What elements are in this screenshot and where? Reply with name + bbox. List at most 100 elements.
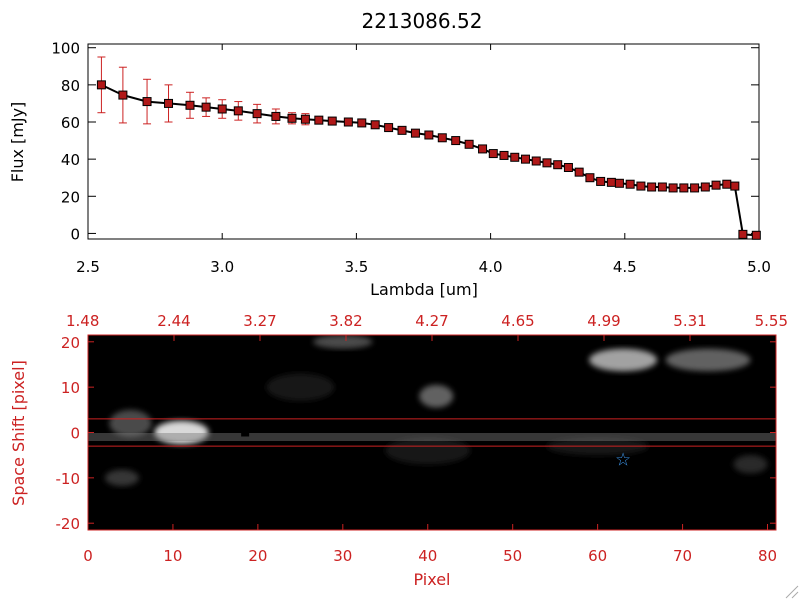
spectral-trace	[88, 433, 776, 441]
x-tick-label: 30	[333, 547, 352, 565]
extraction-band-lines	[88, 418, 776, 447]
data-point-marker	[217, 104, 227, 114]
top-tick-label: 3.27	[243, 312, 276, 330]
image-x-ticks: 0 10 20 30 40 50 60 70 80	[83, 524, 777, 565]
top-tick-label: 1.48	[66, 312, 99, 330]
data-point-marker	[164, 98, 174, 108]
data-point-marker	[722, 179, 732, 189]
image-blob	[419, 384, 454, 408]
data-point-marker	[424, 130, 434, 140]
y-tick-label: 20	[61, 188, 80, 206]
data-point-marker	[397, 125, 407, 135]
image-blob	[266, 373, 335, 401]
top-tick-label: 5.31	[673, 312, 706, 330]
data-point-marker	[185, 100, 195, 110]
data-point-marker	[730, 181, 740, 191]
data-point-marker	[542, 158, 552, 168]
spectrum-line	[100, 83, 757, 237]
data-point-marker	[118, 90, 128, 100]
data-point-marker	[300, 114, 310, 124]
x-tick-label: 50	[503, 547, 522, 565]
top-tick-label: 2.44	[157, 312, 190, 330]
image-y-ticks: -20 -10 0 10 20	[56, 334, 776, 533]
data-point-marker	[370, 120, 380, 130]
data-point-marker	[520, 154, 530, 164]
top-tick-label: 3.82	[329, 312, 362, 330]
data-point-marker	[314, 115, 324, 125]
data-point-marker	[738, 229, 748, 239]
data-point-marker	[510, 152, 520, 162]
spectrum-plot-frame	[87, 43, 760, 240]
data-point-marker	[700, 182, 710, 192]
data-point-marker	[327, 116, 337, 126]
data-point-marker	[357, 118, 367, 128]
data-point-marker	[668, 183, 678, 193]
resize-grip-icon[interactable]	[785, 585, 799, 599]
data-point-marker	[437, 133, 447, 143]
spectrum-panel: 2213086.52 2.5 3.0 3.5 4.0 4.5 5.0 0 20 40 60 80 1…	[8, 9, 771, 299]
x-tick-label: 2.5	[76, 258, 100, 276]
data-point-marker	[679, 183, 689, 193]
data-point-marker	[553, 160, 563, 170]
star-icon: ☆	[615, 450, 631, 471]
y-tick-label: 40	[61, 151, 80, 169]
top-tick-label: 4.99	[587, 312, 620, 330]
data-point-marker	[647, 182, 657, 192]
data-point-marker	[488, 149, 498, 159]
data-point-marker	[563, 163, 573, 172]
spectrum-x-axis-label: Lambda [um]	[370, 280, 478, 299]
y-tick-label: 10	[61, 379, 80, 397]
top-tick-label: 5.55	[755, 312, 788, 330]
data-point-marker	[464, 139, 474, 149]
data-point-marker	[343, 117, 353, 127]
data-point-marker	[478, 144, 488, 154]
x-tick-label: 60	[588, 547, 607, 565]
data-point-marker	[384, 123, 394, 133]
image-blob	[104, 469, 139, 487]
data-point-marker	[201, 102, 211, 112]
spectral-image-panel: ☆ 0 10 20 30 40 50 60 70 80 -20 -10 0 10 20 1.48 2.44…	[9, 312, 788, 589]
x-tick-label: 4.0	[479, 258, 503, 276]
data-point-marker	[606, 177, 616, 187]
y-tick-label: 80	[61, 77, 80, 95]
y-tick-label: 0	[70, 225, 80, 243]
chart-title: 2213086.52	[362, 9, 483, 33]
x-tick-label: 3.5	[344, 258, 368, 276]
data-point-marker	[499, 150, 509, 160]
image-blob	[154, 420, 209, 445]
data-point-marker	[271, 111, 281, 121]
spectrum-y-ticks: 0 20 40 60 80 100	[51, 40, 759, 243]
x-tick-label: 0	[83, 547, 93, 565]
data-point-marker	[410, 128, 420, 138]
data-point-marker	[96, 80, 106, 90]
y-tick-label: -20	[56, 515, 81, 533]
x-tick-label: 40	[418, 547, 437, 565]
x-tick-label: 5.0	[747, 258, 771, 276]
data-point-marker	[596, 176, 606, 186]
x-tick-label: 3.0	[210, 258, 234, 276]
data-point-marker	[287, 113, 297, 123]
data-point-marker	[233, 106, 243, 116]
data-point-marker	[614, 178, 624, 188]
image-y-axis-label: Space Shift [pixel]	[9, 360, 28, 506]
spectrum-x-ticks: 2.5 3.0 3.5 4.0 4.5 5.0	[76, 44, 771, 276]
data-point-marker	[142, 97, 152, 107]
spectrum-y-axis-label: Flux [mJy]	[8, 102, 27, 183]
data-point-marker	[751, 230, 761, 240]
top-tick-label: 4.65	[501, 312, 534, 330]
image-blob	[385, 437, 471, 465]
data-point-marker	[690, 183, 700, 193]
data-point-marker	[531, 156, 541, 166]
y-tick-label: -10	[56, 470, 81, 488]
image-blob	[313, 335, 373, 349]
data-point-marker	[574, 167, 584, 177]
x-tick-label: 20	[248, 547, 267, 565]
data-point-marker	[625, 179, 635, 189]
image-blob	[733, 455, 768, 474]
data-point-marker	[585, 173, 595, 183]
spectrum-markers	[96, 80, 761, 240]
y-tick-label: 0	[70, 425, 80, 443]
y-tick-label: 100	[51, 40, 80, 58]
data-point-marker	[711, 180, 721, 190]
